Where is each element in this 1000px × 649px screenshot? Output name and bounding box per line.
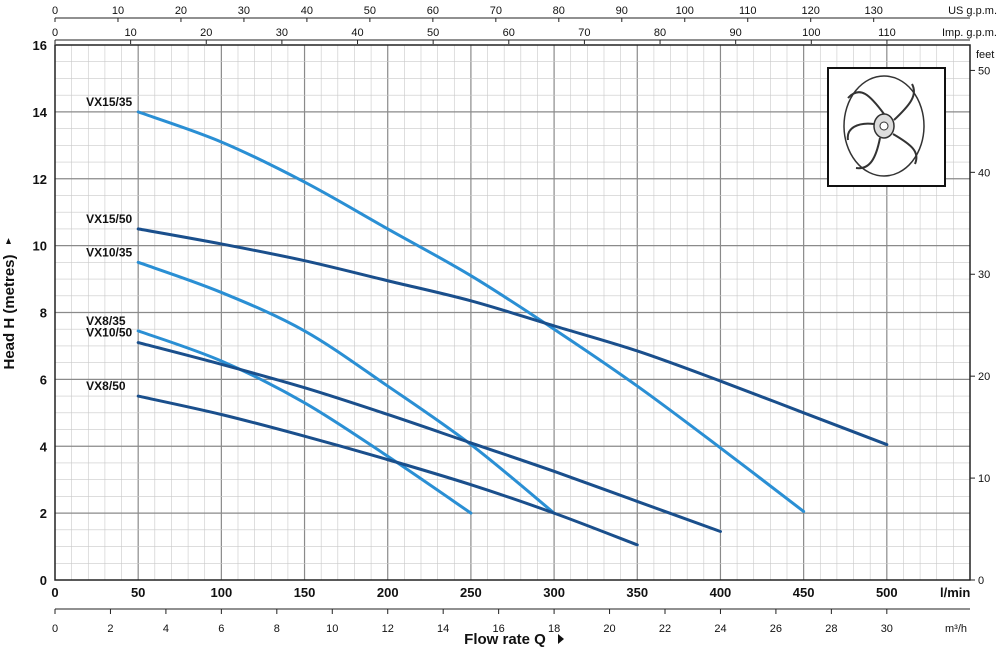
imp-gpm-tick-label: 100	[802, 27, 820, 39]
x-tick-label: 0	[51, 585, 58, 600]
feet-axis-label: feet	[976, 49, 994, 61]
us-gpm-tick-label: 100	[676, 5, 694, 17]
series-line-vx8-50	[136, 394, 639, 547]
y-tick-label: 4	[40, 439, 48, 454]
us-gpm-tick-label: 110	[739, 5, 757, 17]
x-tick-label: 100	[211, 585, 233, 600]
feet-tick-label: 30	[978, 269, 990, 281]
y-tick-label: 10	[33, 239, 47, 254]
m3h-tick-label: 18	[548, 623, 560, 635]
us-gpm-tick-label: 90	[616, 5, 628, 17]
imp-gpm-tick-label: 80	[654, 27, 666, 39]
feet-tick-label: 20	[978, 371, 990, 383]
imp-gpm-tick-label: 30	[276, 27, 288, 39]
series-line-vx8-35	[136, 329, 473, 515]
y-tick-label: 12	[33, 172, 47, 187]
x-axis-title: Flow rate Q	[464, 631, 546, 648]
imp-gpm-tick-label: 110	[878, 27, 896, 39]
us-gpm-axis-label: US g.p.m.	[948, 5, 997, 17]
m3h-tick-label: 30	[881, 623, 893, 635]
m3h-tick-label: 2	[107, 623, 113, 635]
x-tick-label: 400	[710, 585, 732, 600]
series-label-vx10-50: VX10/50	[86, 326, 132, 340]
series-line-vx10-50	[136, 341, 722, 534]
m3h-tick-label: 26	[770, 623, 782, 635]
x-tick-label: 200	[377, 585, 399, 600]
m3h-tick-label: 10	[326, 623, 338, 635]
imp-gpm-tick-label: 70	[578, 27, 590, 39]
y-axis-arrow-icon	[6, 238, 11, 244]
y-tick-label: 14	[33, 105, 48, 120]
us-gpm-tick-label: 80	[553, 5, 565, 17]
m3h-tick-label: 8	[274, 623, 280, 635]
x-tick-label: 300	[543, 585, 565, 600]
y-tick-label: 8	[40, 306, 47, 321]
imp-gpm-tick-label: 10	[125, 27, 137, 39]
series-line-vx15-50	[136, 227, 889, 447]
plot-frame	[54, 44, 971, 581]
us-gpm-tick-label: 40	[301, 5, 313, 17]
m3h-tick-label: 6	[218, 623, 224, 635]
y-tick-label: 0	[40, 573, 47, 588]
m3h-tick-label: 20	[603, 623, 615, 635]
us-gpm-tick-label: 50	[364, 5, 376, 17]
us-gpm-tick-label: 70	[490, 5, 502, 17]
x-tick-label: 150	[294, 585, 316, 600]
imp-gpm-axis-label: Imp. g.p.m.	[942, 27, 997, 39]
m3h-axis-label: m³/h	[945, 623, 967, 635]
impeller-icon	[827, 67, 946, 187]
feet-tick-label: 0	[978, 575, 984, 587]
feet-tick-label: 50	[978, 65, 990, 77]
us-gpm-tick-label: 20	[175, 5, 187, 17]
feet-tick-label: 40	[978, 167, 990, 179]
x-tick-label: 50	[131, 585, 145, 600]
x-axis-arrow-icon	[558, 634, 564, 644]
x-tick-label: 450	[793, 585, 815, 600]
y-axis-title: Head H (metres)	[1, 254, 18, 369]
series-label-vx10-35: VX10/35	[86, 245, 132, 259]
m3h-tick-label: 28	[825, 623, 837, 635]
imp-gpm-tick-label: 40	[351, 27, 363, 39]
us-gpm-tick-label: 130	[865, 5, 883, 17]
m3h-tick-label: 12	[382, 623, 394, 635]
feet-tick-label: 10	[978, 473, 990, 485]
series-line-vx10-35	[136, 260, 556, 515]
imp-gpm-tick-label: 20	[200, 27, 212, 39]
us-gpm-tick-label: 120	[802, 5, 820, 17]
m3h-tick-label: 24	[714, 623, 726, 635]
m3h-tick-label: 16	[493, 623, 505, 635]
imp-gpm-tick-label: 90	[730, 27, 742, 39]
m3h-tick-label: 0	[52, 623, 58, 635]
us-gpm-tick-label: 30	[238, 5, 250, 17]
y-tick-label: 2	[40, 506, 47, 521]
us-gpm-tick-label: 10	[112, 5, 124, 17]
y-tick-label: 6	[40, 372, 47, 387]
series-label-vx15-35: VX15/35	[86, 95, 132, 109]
x-tick-label: 500	[876, 585, 898, 600]
m3h-tick-label: 22	[659, 623, 671, 635]
series-label-vx15-50: VX15/50	[86, 212, 132, 226]
series-line-vx15-35	[136, 110, 806, 513]
x-unit-label: l/min	[940, 585, 970, 600]
imp-gpm-tick-label: 0	[52, 27, 58, 39]
x-tick-label: 350	[626, 585, 648, 600]
m3h-tick-label: 4	[163, 623, 169, 635]
m3h-tick-label: 14	[437, 623, 449, 635]
imp-gpm-tick-label: 60	[503, 27, 515, 39]
x-tick-label: 250	[460, 585, 482, 600]
y-tick-label: 16	[33, 38, 47, 53]
imp-gpm-tick-label: 50	[427, 27, 439, 39]
series-label-vx8-50: VX8/50	[86, 379, 126, 393]
us-gpm-tick-label: 0	[52, 5, 58, 17]
series-label-vx8-35: VX8/35	[86, 314, 126, 328]
us-gpm-tick-label: 60	[427, 5, 439, 17]
